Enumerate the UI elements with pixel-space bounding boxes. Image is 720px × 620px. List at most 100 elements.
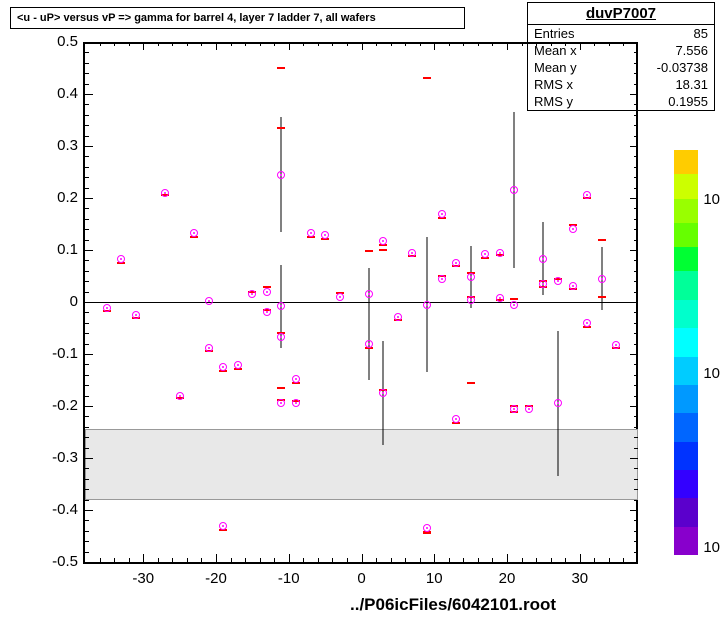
- colorbar-segment: [674, 271, 698, 299]
- data-marker: [481, 250, 489, 258]
- red-tick: [423, 77, 431, 79]
- y-tick-minor: [85, 125, 89, 126]
- colorbar-segment: [674, 150, 698, 174]
- x-tick-minor: [158, 558, 159, 562]
- y-axis-label: 0.2: [38, 189, 78, 206]
- data-marker: [277, 399, 285, 407]
- x-axis-label: -30: [132, 570, 154, 587]
- y-tick-minor-right: [634, 188, 638, 189]
- data-marker: [205, 297, 213, 305]
- data-marker: [583, 191, 591, 199]
- data-marker: [569, 225, 577, 233]
- y-tick: [85, 458, 93, 459]
- x-tick-minor-top: [129, 42, 130, 46]
- x-tick-minor: [492, 558, 493, 562]
- y-tick: [85, 302, 93, 303]
- y-tick-minor-right: [634, 125, 638, 126]
- y-tick: [85, 42, 93, 43]
- x-tick-minor-top: [100, 42, 101, 46]
- y-tick-minor-right: [634, 229, 638, 230]
- stats-meanx-value: 7.556: [675, 43, 708, 58]
- y-tick-minor: [85, 468, 89, 469]
- y-tick-minor: [85, 240, 89, 241]
- x-tick-minor-top: [318, 42, 319, 46]
- red-tick: [277, 387, 285, 389]
- x-tick-minor-top: [420, 42, 421, 46]
- data-marker: [452, 415, 460, 423]
- colorbar: [674, 150, 698, 555]
- x-tick-minor: [449, 558, 450, 562]
- y-axis-label: -0.1: [38, 345, 78, 362]
- y-axis-label: -0.2: [38, 397, 78, 414]
- data-marker: [292, 375, 300, 383]
- y-axis-label: 0.5: [38, 33, 78, 50]
- y-tick: [85, 354, 93, 355]
- y-tick-minor-right: [634, 208, 638, 209]
- data-marker: [467, 296, 475, 304]
- y-tick-minor: [85, 364, 89, 365]
- y-tick-minor: [85, 500, 89, 501]
- x-tick: [362, 554, 363, 562]
- y-axis-label: 0.1: [38, 241, 78, 258]
- y-axis-label: 0: [38, 293, 78, 310]
- data-marker: [423, 524, 431, 532]
- x-tick-minor-top: [478, 42, 479, 46]
- y-tick-minor: [85, 479, 89, 480]
- data-marker: [408, 249, 416, 257]
- x-tick-minor-top: [623, 42, 624, 46]
- x-tick-minor-top: [114, 42, 115, 46]
- y-tick-minor-right: [634, 427, 638, 428]
- y-tick-minor-right: [634, 52, 638, 53]
- y-tick-right: [630, 42, 638, 43]
- stats-row-entries: Entries 85: [528, 25, 714, 42]
- x-tick-minor: [405, 558, 406, 562]
- data-marker: [379, 389, 387, 397]
- colorbar-segment: [674, 413, 698, 441]
- y-tick-minor: [85, 541, 89, 542]
- x-tick-top: [580, 42, 581, 50]
- x-tick-minor: [303, 558, 304, 562]
- data-marker: [336, 293, 344, 301]
- data-marker: [219, 363, 227, 371]
- red-tick: [277, 127, 285, 129]
- x-tick: [143, 554, 144, 562]
- red-tick: [365, 250, 373, 252]
- y-tick-minor: [85, 63, 89, 64]
- data-marker: [379, 237, 387, 245]
- data-marker: [554, 399, 562, 407]
- x-tick-minor-top: [449, 42, 450, 46]
- x-tick-minor: [347, 558, 348, 562]
- x-tick-minor-top: [522, 42, 523, 46]
- data-marker: [277, 302, 285, 310]
- y-tick-minor-right: [634, 104, 638, 105]
- red-tick: [277, 67, 285, 69]
- y-tick-minor-right: [634, 156, 638, 157]
- colorbar-label: 10: [703, 365, 720, 382]
- y-tick-minor-right: [634, 260, 638, 261]
- x-tick-minor-top: [158, 42, 159, 46]
- x-tick-minor: [187, 558, 188, 562]
- data-marker: [263, 308, 271, 316]
- y-tick-minor: [85, 448, 89, 449]
- x-tick-minor: [522, 558, 523, 562]
- data-marker: [176, 392, 184, 400]
- x-tick-minor: [478, 558, 479, 562]
- x-tick-minor-top: [332, 42, 333, 46]
- y-tick-minor: [85, 520, 89, 521]
- data-marker: [569, 282, 577, 290]
- x-axis: [85, 562, 638, 564]
- zero-line: [85, 302, 638, 303]
- x-tick-minor-top: [463, 42, 464, 46]
- data-marker: [438, 210, 446, 218]
- y-tick-minor-right: [634, 292, 638, 293]
- x-tick-top: [507, 42, 508, 50]
- red-tick: [598, 296, 606, 298]
- data-marker: [539, 255, 547, 263]
- x-tick-minor: [231, 558, 232, 562]
- x-tick: [289, 554, 290, 562]
- y-tick-minor-right: [634, 468, 638, 469]
- x-tick-minor: [201, 558, 202, 562]
- data-marker: [190, 229, 198, 237]
- y-tick-minor: [85, 208, 89, 209]
- y-tick-minor-right: [634, 136, 638, 137]
